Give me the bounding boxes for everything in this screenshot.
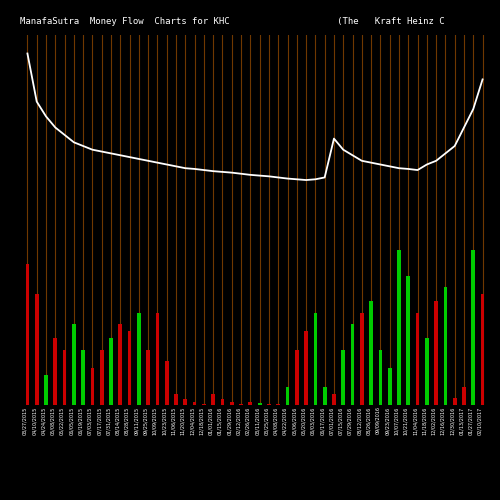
Bar: [472, 250, 475, 405]
Bar: [35, 294, 38, 405]
Bar: [314, 312, 317, 405]
Bar: [462, 386, 466, 405]
Bar: [54, 338, 57, 405]
Bar: [480, 294, 484, 405]
Bar: [174, 394, 178, 405]
Bar: [128, 331, 132, 405]
Bar: [304, 331, 308, 405]
Bar: [434, 302, 438, 405]
Bar: [239, 404, 243, 405]
Bar: [44, 376, 48, 405]
Bar: [230, 402, 234, 405]
Bar: [286, 386, 290, 405]
Bar: [248, 402, 252, 405]
Bar: [295, 350, 298, 405]
Bar: [332, 394, 336, 405]
Bar: [26, 264, 30, 405]
Bar: [220, 400, 224, 405]
Bar: [258, 403, 262, 405]
Bar: [109, 338, 113, 405]
Bar: [397, 250, 401, 405]
Bar: [276, 404, 280, 405]
Bar: [118, 324, 122, 405]
Bar: [369, 302, 373, 405]
Bar: [90, 368, 94, 405]
Bar: [342, 350, 345, 405]
Bar: [146, 350, 150, 405]
Bar: [416, 312, 420, 405]
Bar: [62, 350, 66, 405]
Bar: [72, 324, 76, 405]
Bar: [156, 312, 160, 405]
Bar: [212, 394, 215, 405]
Bar: [323, 386, 326, 405]
Bar: [100, 350, 103, 405]
Bar: [82, 350, 85, 405]
Bar: [444, 286, 448, 405]
Bar: [184, 400, 187, 405]
Text: ManafaSutra  Money Flow  Charts for KHC                    (The   Kraft Heinz C: ManafaSutra Money Flow Charts for KHC (T…: [20, 18, 444, 26]
Bar: [360, 312, 364, 405]
Bar: [388, 368, 392, 405]
Bar: [453, 398, 456, 405]
Bar: [137, 312, 141, 405]
Bar: [267, 404, 271, 405]
Bar: [202, 404, 206, 405]
Bar: [350, 324, 354, 405]
Bar: [378, 350, 382, 405]
Bar: [193, 402, 196, 405]
Bar: [425, 338, 428, 405]
Bar: [165, 360, 168, 405]
Bar: [406, 276, 410, 405]
